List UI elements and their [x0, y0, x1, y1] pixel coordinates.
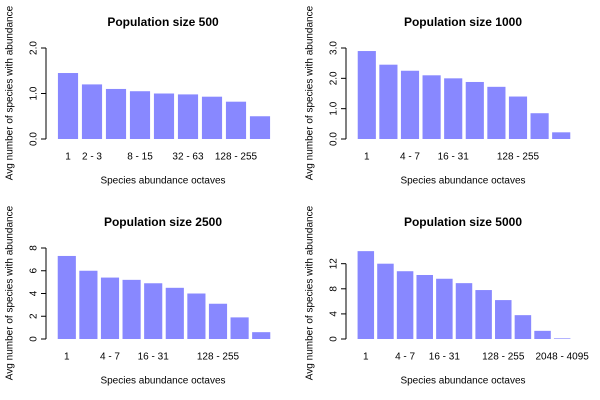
x-tick-label: 16 - 31 — [429, 352, 461, 363]
bar — [100, 277, 120, 339]
y-tick-label: 12 — [329, 258, 340, 270]
x-tick-label: 2 - 3 — [82, 152, 102, 163]
bar — [129, 91, 151, 139]
y-tick-label: 1.0 — [329, 101, 340, 115]
bar — [396, 271, 414, 339]
y-tick-label: 2.0 — [29, 41, 40, 55]
y-axis-label: Avg number of species with abundance — [5, 205, 16, 380]
y-tick-label: 2.0 — [329, 71, 340, 85]
x-tick-label: 8 - 15 — [127, 152, 153, 163]
y-tick-label: 0 — [29, 336, 40, 342]
y-tick-label: 6 — [29, 268, 40, 274]
bar — [81, 84, 103, 139]
bar — [400, 70, 420, 139]
x-axis-label: Species abundance octaves — [100, 176, 225, 187]
bar — [165, 287, 184, 339]
x-tick-label: 128 - 255 — [197, 352, 240, 363]
bar — [357, 251, 375, 339]
bar — [79, 270, 98, 339]
bar — [122, 279, 141, 339]
x-tick-label: 16 - 31 — [438, 152, 470, 163]
bar — [475, 290, 492, 339]
x-axis-label: Species abundance octaves — [400, 176, 525, 187]
y-tick-label: 2 — [29, 313, 40, 319]
bar — [225, 101, 247, 139]
x-tick-label: 128 - 255 — [497, 152, 540, 163]
x-tick-label: 1 — [364, 152, 370, 163]
y-tick-label: 0.0 — [329, 132, 340, 146]
bar — [249, 116, 271, 139]
bar — [436, 278, 453, 339]
panel: Population size 500 Species abundance oct… — [5, 5, 271, 187]
chart-title: Population size 1000 — [404, 15, 522, 29]
panel: Population size 1000 Species abundance oc… — [305, 5, 571, 187]
y-axis-label: Avg number of species with abundance — [305, 205, 316, 380]
chart-title: Population size 5000 — [404, 215, 522, 229]
bar — [144, 283, 163, 339]
bar — [455, 283, 473, 339]
bar — [105, 88, 127, 139]
bar — [514, 315, 532, 339]
chart-title: Population size 500 — [107, 15, 219, 29]
bar — [379, 64, 398, 139]
panel: Population size 2500 Species abundance oc… — [5, 205, 271, 387]
bar — [57, 255, 76, 339]
y-tick-label: 4 — [29, 290, 40, 296]
x-tick-label: 128 - 255 — [215, 152, 258, 163]
x-tick-label: 128 - 255 — [482, 352, 525, 363]
x-tick-label: 32 - 63 — [172, 152, 204, 163]
panel: Population size 5000 Species abundance oc… — [305, 205, 590, 386]
y-tick-label: 3.0 — [329, 41, 340, 55]
y-tick-label: 8 — [29, 245, 40, 251]
y-tick-label: 4 — [329, 311, 340, 317]
bar — [208, 303, 228, 339]
x-tick-label: 1 — [363, 352, 369, 363]
y-tick-label: 0 — [329, 336, 340, 342]
bar — [377, 263, 394, 339]
x-tick-label: 2048 - 4095 — [535, 352, 589, 363]
bar — [530, 113, 549, 139]
x-tick-label: 4 - 7 — [395, 352, 415, 363]
x-tick-label: 1 — [65, 152, 71, 163]
y-axis-label: Avg number of species with abundance — [305, 5, 316, 180]
bar — [201, 96, 223, 139]
x-tick-label: 4 - 7 — [100, 352, 120, 363]
y-axis-label: Avg number of species with abundance — [5, 5, 16, 180]
bar — [444, 78, 463, 139]
bar — [230, 317, 249, 339]
bar — [416, 274, 433, 339]
bar — [422, 75, 441, 139]
bar — [357, 51, 376, 139]
x-tick-label: 4 - 7 — [400, 152, 420, 163]
x-axis-label: Species abundance octaves — [400, 376, 525, 387]
x-tick-label: 1 — [64, 352, 70, 363]
x-tick-label: 16 - 31 — [138, 352, 170, 363]
x-axis-label: Species abundance octaves — [100, 376, 225, 387]
bar — [487, 86, 506, 139]
bar — [508, 96, 528, 139]
bar — [153, 93, 175, 139]
bar — [495, 300, 512, 339]
y-tick-label: 0.0 — [29, 132, 40, 146]
bar — [465, 81, 484, 139]
bar — [534, 330, 551, 339]
bar — [553, 338, 571, 339]
y-tick-label: 1.0 — [29, 86, 40, 100]
chart-title: Population size 2500 — [104, 215, 222, 229]
bar — [57, 73, 79, 139]
bar — [552, 132, 571, 139]
bar — [187, 293, 206, 339]
bar — [177, 94, 199, 139]
y-tick-label: 8 — [329, 286, 340, 292]
bar — [252, 332, 271, 339]
